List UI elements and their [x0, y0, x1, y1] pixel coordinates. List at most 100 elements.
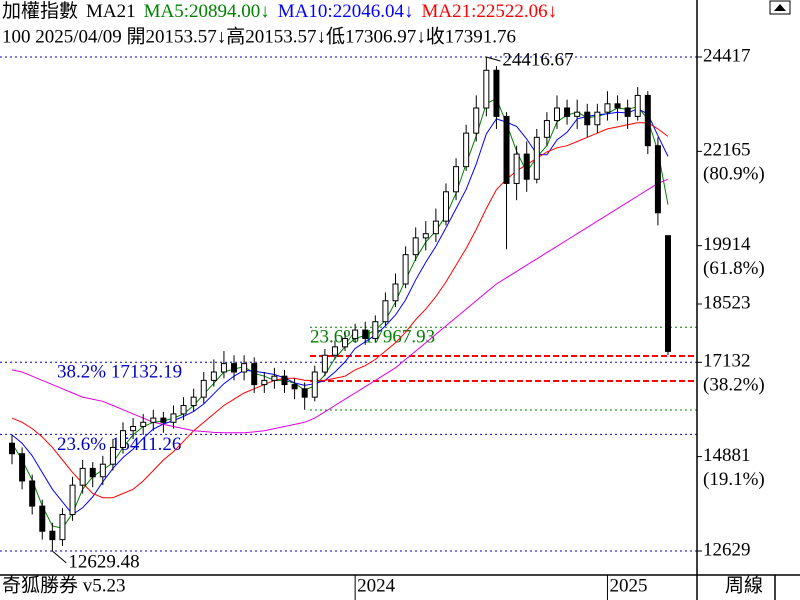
candle-body	[130, 425, 137, 432]
candle-body	[382, 300, 389, 323]
candle-body	[170, 413, 177, 423]
y-tick-label: 22165	[703, 140, 751, 161]
candle-body	[150, 417, 157, 423]
candle-body	[210, 371, 217, 381]
level-label: 23.6% 15411.26	[57, 434, 181, 455]
candle-body	[29, 480, 36, 507]
candle-body	[614, 103, 621, 109]
candle-body	[422, 233, 429, 239]
candle-body	[442, 191, 449, 222]
candle-body	[604, 103, 611, 113]
ma-line	[11, 178, 669, 434]
period: 周線	[725, 574, 763, 596]
candle-body	[311, 371, 318, 398]
level-label: 38.2% 17132.19	[57, 362, 182, 383]
y-tick-note: (80.9%)	[703, 164, 765, 185]
candle-body	[453, 166, 460, 193]
candle-body	[89, 467, 96, 478]
bar-info: 100 2025/04/09 開20153.57↓高20153.57↓低1730…	[2, 25, 516, 47]
candle-body	[473, 107, 480, 134]
candle-body	[493, 69, 500, 117]
candle-body	[220, 363, 227, 373]
y-tick-note: (61.8%)	[703, 258, 765, 279]
annotation: 24416.67	[502, 49, 573, 70]
software-name: 奇狐勝券 v5.23	[2, 574, 126, 596]
candle-body	[352, 329, 359, 339]
y-tick-note: (19.1%)	[703, 469, 765, 490]
candle-body	[654, 145, 661, 214]
annotation: 12629.48	[68, 551, 139, 572]
candle-body	[463, 132, 470, 168]
candle-body	[392, 283, 399, 302]
y-tick-note: (38.2%)	[703, 375, 765, 396]
y-tick-label: 19914	[703, 234, 751, 255]
candle-body	[584, 111, 591, 126]
legend-entry: MA10:22046.04↓	[278, 1, 414, 22]
candle-body	[665, 235, 671, 352]
y-tick-label: 14881	[703, 445, 751, 466]
candle-body	[372, 321, 379, 339]
candle-body	[261, 379, 268, 386]
y-tick-label: 12629	[703, 539, 751, 560]
candle-body	[19, 453, 26, 482]
candle-body	[241, 363, 248, 373]
candle-body	[281, 375, 288, 386]
ma-line	[11, 122, 669, 499]
candle-body	[200, 379, 207, 398]
indicator: MA21	[86, 1, 136, 22]
candle-body	[634, 94, 641, 117]
candle-body	[49, 530, 56, 541]
candle-body	[342, 337, 349, 348]
candle-body	[120, 430, 127, 448]
candle-body	[59, 513, 66, 541]
y-tick-label: 17132	[703, 351, 751, 372]
candle-body	[160, 417, 167, 423]
candle-body	[574, 111, 581, 117]
annotation-leader	[52, 550, 67, 564]
x-tick-label: 2024	[357, 575, 396, 596]
candle-body	[594, 111, 601, 126]
candle-body	[543, 120, 550, 138]
candle-body	[99, 463, 106, 478]
candle-body	[271, 375, 278, 381]
candle-body	[644, 94, 651, 147]
candle-body	[69, 484, 76, 515]
candle-body	[301, 388, 308, 398]
candle-body	[140, 421, 147, 427]
candle-body	[251, 363, 258, 386]
window-icon	[774, 4, 786, 11]
candle-body	[533, 136, 540, 180]
header-line: 加權指數 MA21 MA5:20894.00↓ MA10:22046.04↓ MA21:…	[2, 0, 557, 22]
title: 加權指數	[2, 0, 78, 22]
candle-body	[412, 237, 419, 256]
candle-body	[231, 363, 238, 373]
candle-body	[513, 153, 520, 184]
ma-line	[11, 108, 669, 516]
candle-body	[624, 107, 631, 117]
y-tick-label: 18523	[703, 292, 751, 313]
candle-body	[190, 396, 197, 407]
legend-entry: MA5:20894.00↓	[144, 1, 270, 22]
candle-body	[109, 446, 116, 465]
candle-body	[291, 384, 298, 390]
y-tick-label: 24417	[703, 45, 751, 66]
candle-body	[321, 354, 328, 373]
candle-body	[79, 467, 86, 486]
candle-body	[564, 107, 571, 117]
candle-body	[523, 153, 530, 180]
candle-body	[402, 254, 409, 285]
candle-body	[9, 442, 15, 455]
candle-body	[39, 505, 46, 532]
legend-entry: MA21:22522.06↓	[421, 1, 557, 22]
candle-body	[362, 329, 369, 339]
annotation-leader	[486, 56, 501, 62]
candle-body	[503, 115, 510, 184]
candle-body	[432, 220, 439, 235]
candle-body	[180, 405, 187, 415]
candle-body	[553, 107, 560, 122]
x-tick-label: 2025	[609, 575, 647, 596]
